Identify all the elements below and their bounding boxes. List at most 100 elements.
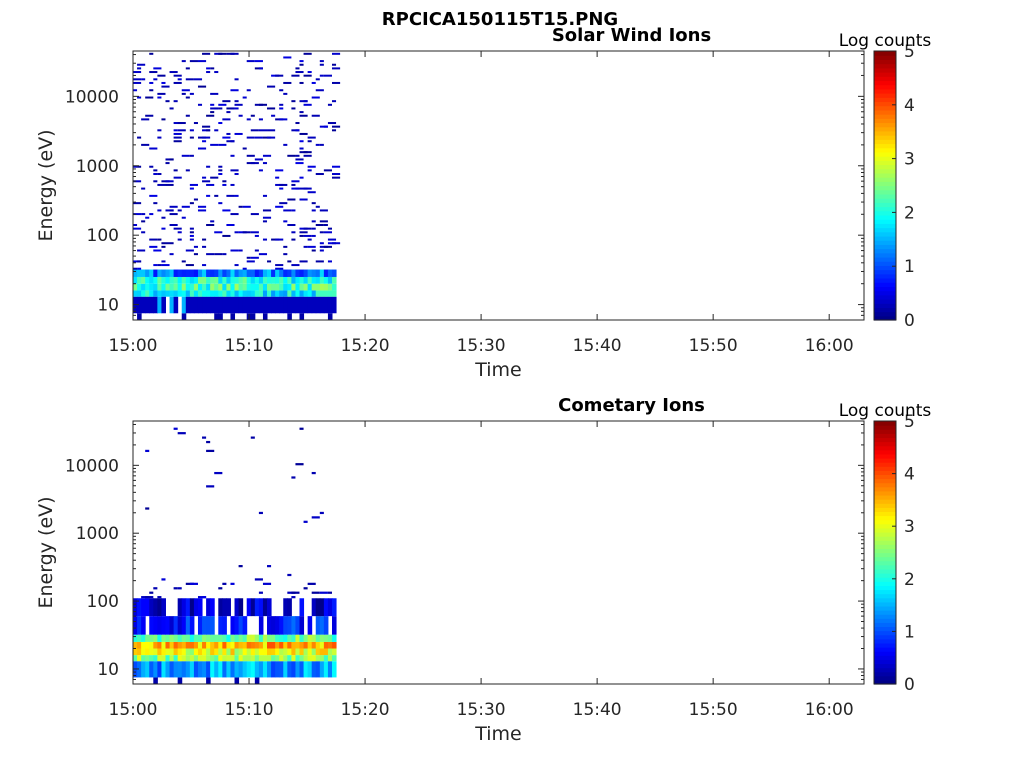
- heatmap-cell: [226, 661, 231, 678]
- heatmap-cell: [141, 78, 146, 81]
- heatmap-cell: [311, 516, 320, 519]
- heatmap-cell: [169, 213, 178, 216]
- heatmap-cell: [303, 151, 312, 154]
- heatmap-cell: [181, 655, 187, 662]
- heatmap-cell: [210, 290, 215, 297]
- heatmap-cell: [262, 661, 268, 678]
- heatmap-cell: [319, 290, 325, 297]
- colorbar-swatch: [874, 577, 896, 582]
- heatmap-cell: [165, 162, 170, 165]
- heatmap-cell: [214, 634, 219, 642]
- heatmap-cell: [283, 283, 288, 291]
- heatmap-cell: [210, 143, 219, 146]
- heatmap-cell: [149, 238, 158, 241]
- heatmap-cell: [275, 238, 284, 241]
- heatmap-cell: [295, 283, 301, 291]
- heatmap-cell: [165, 655, 171, 662]
- heatmap-cell: [185, 634, 191, 642]
- heatmap-cell: [271, 283, 276, 291]
- heatmap-cell: [177, 587, 182, 590]
- heatmap-cell: [311, 655, 317, 662]
- heatmap-cell: [202, 290, 207, 297]
- colorbar-swatch: [874, 462, 896, 467]
- heatmap-cell: [283, 296, 288, 314]
- heatmap-cell: [275, 655, 280, 662]
- heatmap-cell: [234, 107, 239, 110]
- colorbar-swatch: [874, 185, 896, 191]
- heatmap-cell: [197, 598, 203, 617]
- heatmap-cell: [303, 103, 312, 106]
- heatmap-cell: [214, 296, 219, 314]
- heatmap-cell: [250, 256, 259, 259]
- heatmap-cell: [267, 136, 276, 139]
- heatmap-cell: [303, 661, 309, 678]
- colorbar-swatch: [874, 223, 896, 229]
- heatmap-cell: [141, 634, 146, 642]
- y-tick-label: 1000: [76, 157, 119, 177]
- heatmap-cell: [246, 256, 251, 259]
- heatmap-cell: [214, 269, 219, 277]
- x-tick-label: 15:40: [573, 336, 622, 356]
- heatmap-cell: [250, 290, 256, 297]
- heatmap-cell: [307, 165, 316, 168]
- heatmap-cell: [161, 290, 166, 297]
- heatmap-cell: [238, 648, 244, 656]
- heatmap-cell: [258, 511, 263, 515]
- colorbar-swatch: [874, 531, 896, 537]
- heatmap-cell: [173, 641, 179, 649]
- colorbar-swatch: [874, 642, 896, 648]
- colorbar-swatch: [874, 573, 896, 578]
- heatmap-cell: [250, 313, 256, 320]
- heatmap-cell: [258, 655, 264, 662]
- colorbar-swatch: [874, 298, 896, 304]
- colorbar-swatch: [874, 601, 896, 607]
- heatmap-cell: [303, 234, 312, 237]
- colorbar-swatch: [874, 671, 896, 677]
- heatmap-cell: [234, 132, 243, 135]
- y-tick-label: 100: [87, 226, 119, 246]
- heatmap-cell: [157, 136, 162, 139]
- heatmap-cell: [206, 661, 211, 678]
- heatmap-cell: [275, 296, 280, 314]
- heatmap-cell: [267, 276, 272, 284]
- heatmap-cell: [189, 60, 198, 63]
- heatmap-cell: [206, 276, 211, 284]
- heatmap-cell: [189, 655, 195, 662]
- heatmap-cell: [262, 283, 268, 291]
- heatmap-cell: [173, 655, 179, 662]
- colorbar-swatch: [874, 84, 896, 90]
- heatmap-cell: [197, 641, 203, 649]
- heatmap-cell: [226, 276, 231, 284]
- heatmap-cell: [279, 648, 284, 656]
- heatmap-cell: [197, 283, 203, 291]
- heatmap-cell: [258, 591, 263, 594]
- heatmap-cell: [165, 100, 170, 103]
- heatmap-cell: [197, 205, 207, 208]
- heatmap-cell: [193, 269, 199, 277]
- heatmap-cell: [319, 74, 324, 77]
- colorbar-swatch: [874, 564, 896, 570]
- heatmap-cell: [311, 269, 317, 277]
- figure-title: RPCICA150115T15.PNG: [382, 9, 618, 30]
- y-tick-label: 10000: [65, 87, 119, 107]
- colorbar-swatch: [874, 206, 896, 212]
- heatmap-cell: [153, 269, 158, 277]
- heatmap-cell: [161, 648, 166, 656]
- heatmap-cell: [295, 634, 301, 642]
- heatmap-cell: [153, 180, 158, 183]
- heatmap-cell: [189, 238, 194, 241]
- heatmap-cell: [153, 661, 158, 678]
- heatmap-cell: [299, 187, 308, 190]
- heatmap-cell: [262, 154, 272, 157]
- heatmap-cell: [311, 276, 317, 284]
- heatmap-cell: [210, 283, 215, 291]
- heatmap-cell: [185, 616, 191, 635]
- heatmap-cell: [242, 269, 248, 277]
- heatmap-cell: [214, 283, 219, 291]
- heatmap-cell: [307, 245, 316, 248]
- heatmap-cell: [271, 616, 276, 635]
- heatmap-cell: [246, 260, 255, 263]
- heatmap-cell: [291, 661, 296, 678]
- colorbar-swatch: [874, 122, 896, 128]
- colorbar-swatch: [874, 507, 896, 513]
